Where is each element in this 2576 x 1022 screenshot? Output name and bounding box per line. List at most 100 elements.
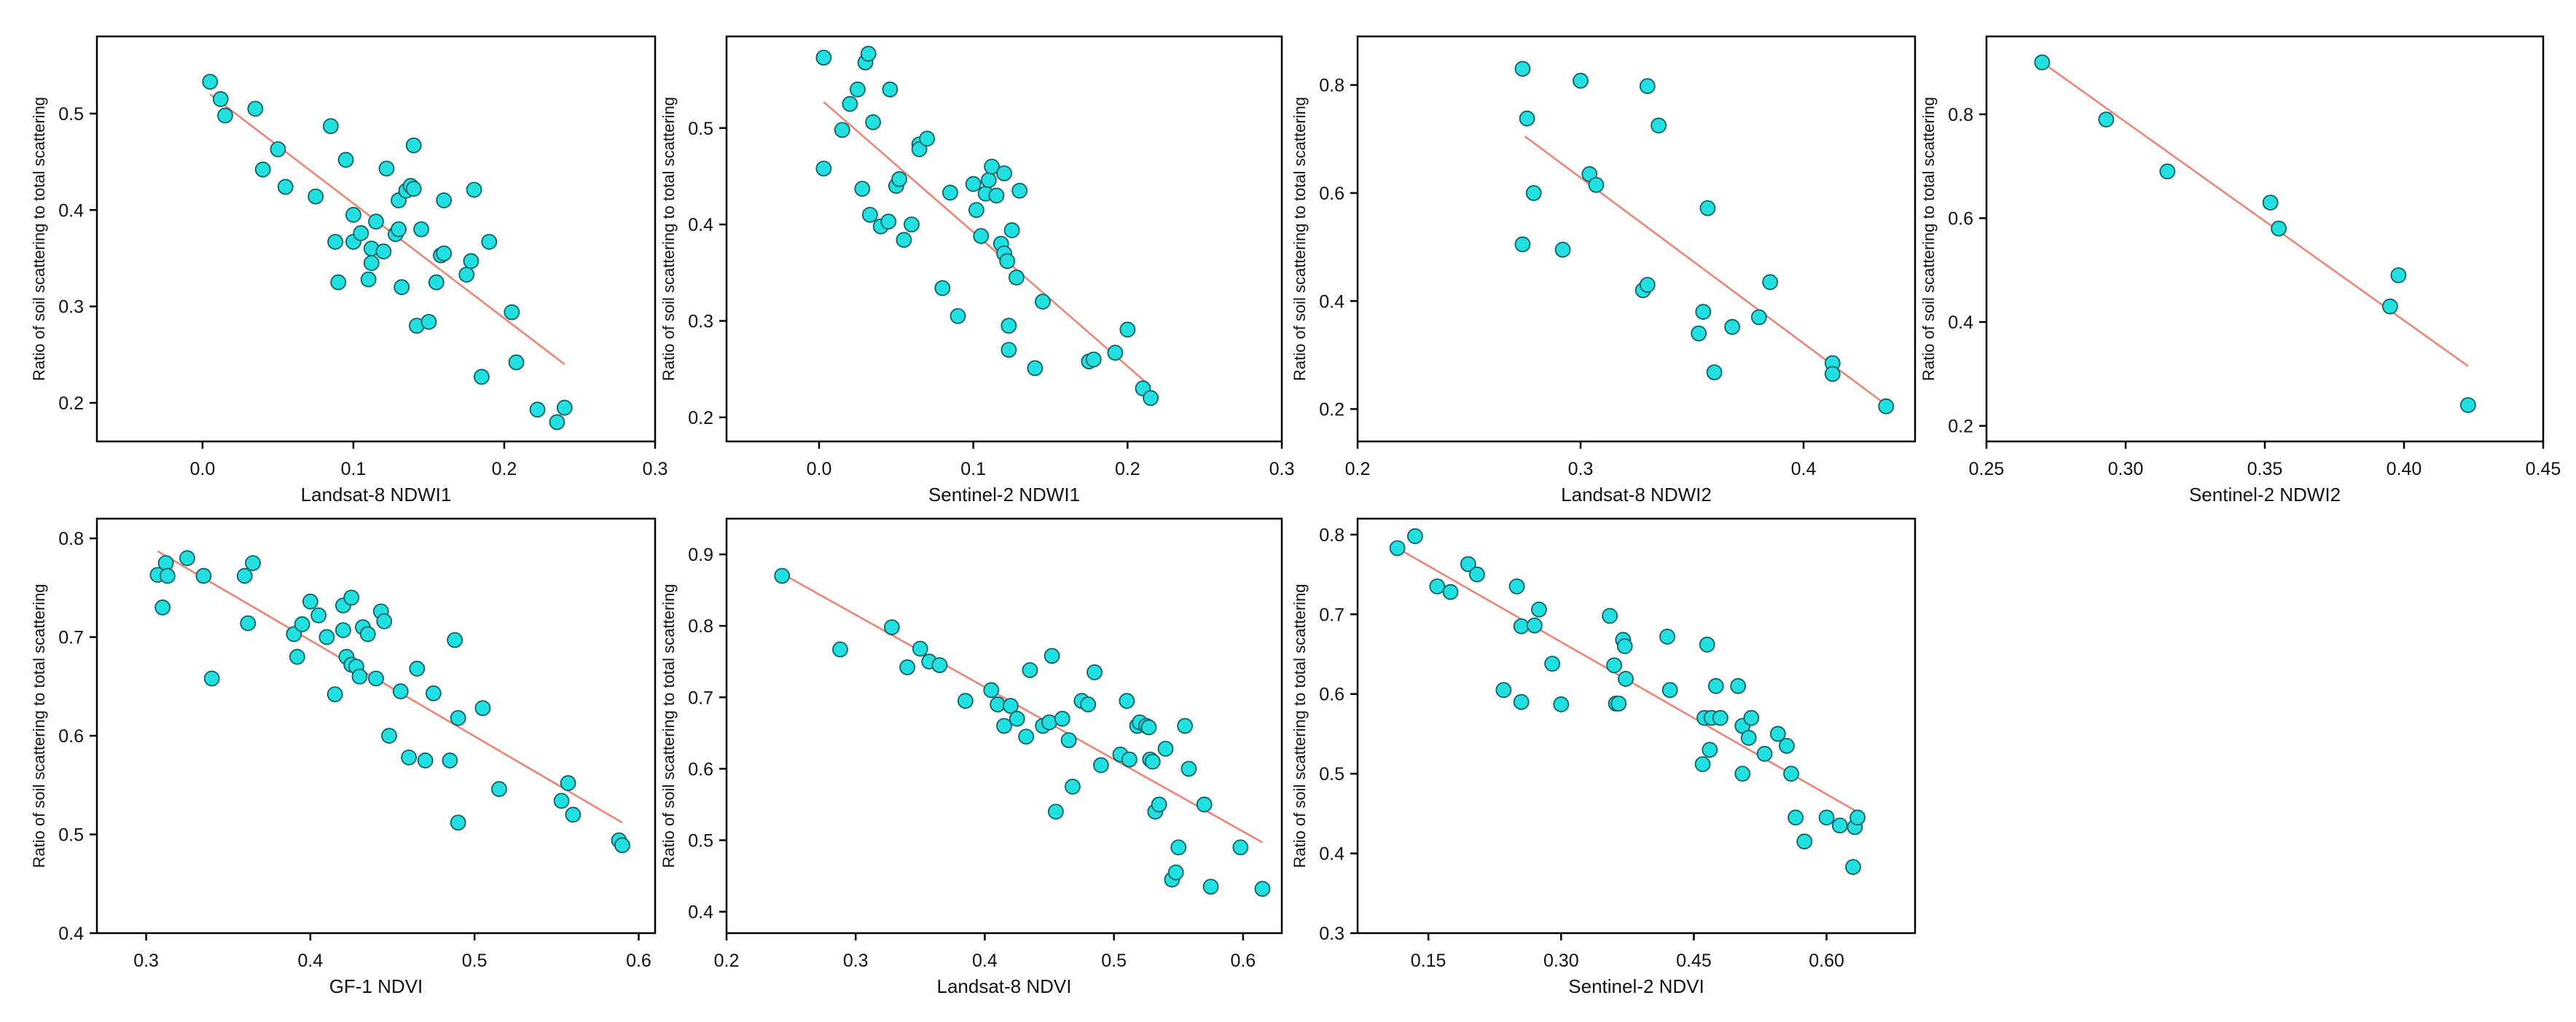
y-tick-label: 0.3 xyxy=(58,297,84,318)
scatter-point xyxy=(378,160,395,177)
scatter-point xyxy=(965,176,982,192)
scatter-point xyxy=(1695,304,1712,320)
scatter-point xyxy=(330,274,347,291)
scatter-point xyxy=(1143,390,1159,406)
plot-frame xyxy=(1356,35,1917,443)
scatter-point xyxy=(882,81,899,98)
scatter-point xyxy=(850,81,866,98)
scatter-point xyxy=(2271,220,2287,237)
y-axis-label: Ratio of soil scattering to total scatte… xyxy=(30,97,48,381)
scatter-point xyxy=(1087,664,1103,680)
scatter-point xyxy=(1616,638,1633,654)
scatter-point xyxy=(1140,719,1157,736)
x-tick-label: 0.3 xyxy=(843,951,869,971)
scatter-point xyxy=(1151,796,1167,813)
y-tick-label: 0.3 xyxy=(688,312,713,332)
regression-line xyxy=(209,93,565,366)
scatter-point xyxy=(950,308,966,324)
scatter-point xyxy=(553,793,570,809)
scatter-point xyxy=(973,228,990,244)
scatter-point xyxy=(880,213,897,230)
scatter-point xyxy=(466,181,482,198)
x-tick-label: 0.2 xyxy=(492,459,517,479)
x-tick-label: 0.2 xyxy=(714,951,740,971)
scatter-point xyxy=(1513,693,1530,710)
scatter-point xyxy=(1167,864,1184,881)
scatter-point xyxy=(1554,241,1571,258)
scatter-point xyxy=(1824,366,1841,382)
scatter-point xyxy=(1743,709,1760,726)
scatter-point xyxy=(1003,222,1020,238)
scatter-point xyxy=(1119,693,1135,709)
x-tick-label: 0.45 xyxy=(2526,459,2561,479)
scatter-point xyxy=(1196,796,1213,813)
y-tick-label: 0.4 xyxy=(1948,313,1973,333)
scatter-point xyxy=(1460,556,1476,573)
x-tick-label: 0.3 xyxy=(1568,459,1594,479)
y-tick-label: 0.8 xyxy=(1948,105,1973,125)
scatter-point xyxy=(1610,695,1627,712)
scatter-point xyxy=(1035,294,1051,310)
scatter-point xyxy=(2381,298,2398,315)
scatter-point xyxy=(1588,176,1605,193)
scatter-point xyxy=(934,280,951,296)
plot-frame xyxy=(725,517,1283,935)
scatter-point xyxy=(217,107,233,124)
scatter-point xyxy=(381,728,397,744)
scatter-point xyxy=(203,670,220,687)
scatter-point xyxy=(1707,677,1724,694)
scatter-point xyxy=(984,158,1000,175)
scatter-point xyxy=(1009,270,1025,286)
scatter-point xyxy=(774,567,791,584)
scatter-point xyxy=(392,683,409,699)
x-tick-label: 0.4 xyxy=(297,951,323,971)
scatter-point xyxy=(450,709,466,726)
scatter-point xyxy=(368,213,384,230)
x-axis-label: GF-1 NDVI xyxy=(329,975,423,997)
scatter-point xyxy=(337,152,354,168)
scatter-point xyxy=(335,622,351,638)
regression-line xyxy=(781,573,1264,844)
scatter-point xyxy=(1254,881,1271,897)
scatter-point xyxy=(491,781,507,798)
scatter-point xyxy=(1157,740,1174,757)
scatter-point xyxy=(1531,601,1547,618)
x-tick-label: 0.2 xyxy=(1115,459,1140,479)
scatter-panel-2: 0.0 0.1 0.2 0.3 0.2 0.3 0.4 0.5 Sentinel-2 NDWI1… xyxy=(659,35,1294,506)
x-tick-label: 0.25 xyxy=(1969,459,2005,479)
scatter-point xyxy=(988,187,1005,204)
scatter-point xyxy=(842,95,858,112)
scatter-point xyxy=(1694,756,1711,772)
plot-frame xyxy=(725,35,1283,443)
x-tick-label: 0.35 xyxy=(2247,459,2283,479)
x-tick-label: 0.5 xyxy=(462,951,488,971)
scatter-point xyxy=(1170,839,1187,856)
scatter-point xyxy=(212,91,229,107)
scatter-point xyxy=(614,837,630,854)
scatter-point xyxy=(405,137,422,154)
scatter-point xyxy=(2459,397,2476,414)
y-tick-label: 0.5 xyxy=(58,825,84,846)
x-axis-label: Landsat-8 NDVI xyxy=(937,975,1072,997)
scatter-point xyxy=(1429,578,1446,594)
scatter-point xyxy=(1181,760,1197,777)
scatter-point xyxy=(474,369,490,385)
scatter-point xyxy=(417,752,434,769)
scatter-panel-6: 0.2 0.3 0.4 0.5 0.6 0.4 0.5 0.6 0.7 0.8 0.9 Landsat… xyxy=(659,517,1283,997)
scatter-point xyxy=(376,613,393,629)
scatter-point xyxy=(481,234,498,250)
x-tick-label: 0.30 xyxy=(2108,459,2144,479)
scatter-point xyxy=(2159,163,2176,180)
scatter-point xyxy=(254,161,271,178)
scatter-point xyxy=(236,567,253,584)
y-axis-label: Ratio of soil scattering to total scatte… xyxy=(30,583,48,868)
scatter-point xyxy=(1730,677,1747,694)
scatter-point xyxy=(529,401,546,418)
scatter-point xyxy=(1001,318,1017,334)
scatter-point xyxy=(289,648,305,665)
y-tick-label: 0.7 xyxy=(688,688,713,708)
scatter-point xyxy=(1849,809,1866,826)
scatter-point xyxy=(560,775,576,791)
x-tick-label: 0.15 xyxy=(1411,951,1446,971)
scatter-point xyxy=(247,101,264,117)
